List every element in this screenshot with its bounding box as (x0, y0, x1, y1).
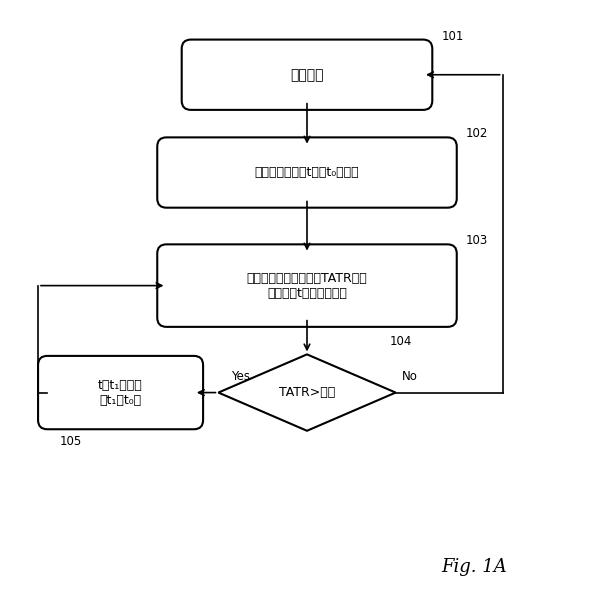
Text: 104: 104 (389, 335, 412, 348)
FancyBboxPatch shape (157, 138, 457, 208)
Polygon shape (219, 354, 395, 431)
FancyBboxPatch shape (157, 244, 457, 327)
Text: 102: 102 (466, 128, 488, 141)
FancyBboxPatch shape (182, 39, 432, 110)
Text: 検知継続期間（t）をt₀に設定: 検知継続期間（t）をt₀に設定 (255, 166, 359, 179)
Text: 103: 103 (466, 235, 488, 247)
FancyBboxPatch shape (38, 356, 203, 429)
Text: 101: 101 (441, 29, 464, 42)
Text: Fig. 1A: Fig. 1A (441, 558, 507, 576)
Text: No: No (402, 370, 418, 383)
Text: Yes: Yes (231, 370, 250, 383)
Text: TATR>閾値: TATR>閾値 (279, 386, 335, 399)
Text: tをt₁に設定
（t₁＜t₀）: tをt₁に設定 （t₁＜t₀） (98, 379, 143, 406)
Text: 試験開始: 試験開始 (290, 68, 324, 82)
Text: 対象分析物の透過率（TATR）を
検知期間tの間だけ測定: 対象分析物の透過率（TATR）を 検知期間tの間だけ測定 (247, 271, 367, 300)
Text: 105: 105 (60, 435, 82, 448)
